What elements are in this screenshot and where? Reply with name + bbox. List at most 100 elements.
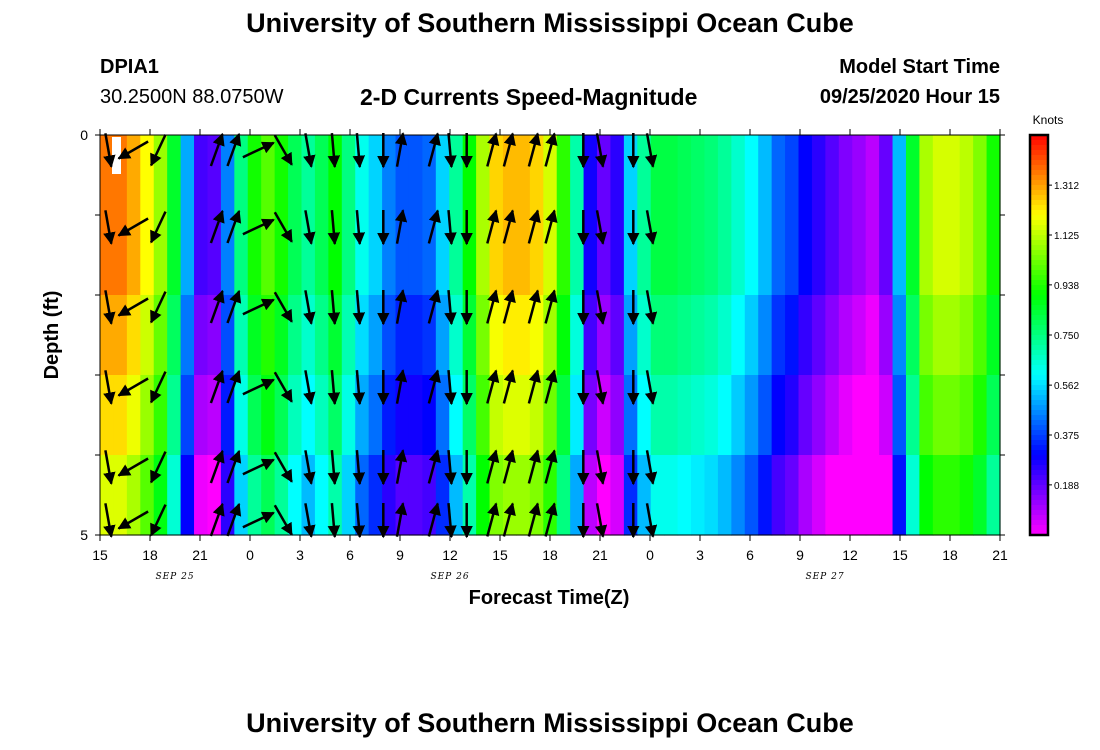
heatmap-cell bbox=[892, 215, 907, 296]
heatmap-cell bbox=[879, 375, 894, 456]
colorbar-segment bbox=[1030, 395, 1048, 401]
heatmap-cell bbox=[476, 455, 491, 536]
heatmap-cell bbox=[529, 295, 544, 376]
heatmap-cell bbox=[677, 375, 692, 456]
heatmap-cell bbox=[462, 135, 477, 216]
heatmap-cell bbox=[341, 375, 356, 456]
colorbar-segment bbox=[1030, 400, 1048, 406]
heatmap-cell bbox=[717, 295, 732, 376]
current-arrow bbox=[242, 458, 275, 476]
current-arrow bbox=[486, 289, 500, 324]
heatmap-cell bbox=[932, 215, 947, 296]
current-arrow bbox=[103, 290, 116, 325]
heatmap-cell bbox=[153, 215, 168, 296]
colorbar-segment bbox=[1030, 175, 1048, 181]
heatmap-cell bbox=[462, 295, 477, 376]
heatmap-cell bbox=[771, 295, 786, 376]
current-arrow bbox=[327, 502, 341, 539]
current-arrow bbox=[352, 369, 366, 406]
heatmap-cell bbox=[785, 295, 800, 376]
current-arrow bbox=[273, 451, 293, 483]
heatmap-cell bbox=[476, 375, 491, 456]
heatmap-cell bbox=[623, 135, 638, 216]
heatmap-cell bbox=[140, 215, 155, 296]
current-arrow bbox=[242, 218, 275, 236]
heatmap-cell bbox=[610, 215, 625, 296]
heatmap-cell bbox=[865, 375, 880, 456]
heatmap-cell bbox=[556, 455, 571, 536]
colorbar-segment bbox=[1030, 530, 1048, 536]
heatmap-cell bbox=[785, 135, 800, 216]
current-arrow bbox=[394, 289, 408, 324]
current-arrow bbox=[303, 210, 316, 245]
current-arrow bbox=[427, 132, 441, 167]
axes: 15 18 21 0 3 6 9 12 15 18 21 0 3 6 9 12 15 18 21 SEP 25 SEP … bbox=[80, 127, 1008, 582]
current-arrow bbox=[103, 210, 116, 245]
heatmap-cell bbox=[583, 135, 598, 216]
heatmap-cell bbox=[704, 375, 719, 456]
current-arrow bbox=[486, 449, 500, 484]
heatmap-cell bbox=[838, 375, 853, 456]
heatmap-cell bbox=[556, 375, 571, 456]
heatmap-cell bbox=[771, 375, 786, 456]
heatmap-cell bbox=[959, 455, 974, 536]
current-arrow bbox=[327, 449, 341, 486]
heatmap-cell bbox=[717, 375, 732, 456]
colorbar-segment bbox=[1030, 170, 1048, 176]
colorbar-segment bbox=[1030, 225, 1048, 231]
current-arrow bbox=[327, 369, 341, 406]
heatmap-cell bbox=[288, 375, 303, 456]
heatmap-cell bbox=[583, 295, 598, 376]
heatmap-cell bbox=[852, 295, 867, 376]
heatmap-cell bbox=[825, 295, 840, 376]
heatmap-cell bbox=[234, 375, 249, 456]
colorbar-segment bbox=[1030, 320, 1048, 326]
heatmap-cell bbox=[261, 455, 276, 536]
y-axis-label: Depth (ft) bbox=[41, 291, 63, 380]
heatmap-cell bbox=[113, 295, 128, 376]
date-label: SEP 26 bbox=[430, 572, 469, 582]
heatmap-cell bbox=[167, 295, 182, 376]
colorbar-segment bbox=[1030, 305, 1048, 311]
colorbar-tick-label: 1.125 bbox=[1054, 231, 1079, 242]
heatmap-cell bbox=[220, 135, 235, 216]
current-arrow bbox=[644, 450, 658, 485]
colorbar-segment bbox=[1030, 515, 1048, 521]
x-tick-label: 21 bbox=[592, 547, 608, 563]
heatmap-cell bbox=[717, 215, 732, 296]
current-arrow bbox=[273, 211, 293, 243]
colorbar-segment bbox=[1030, 315, 1048, 321]
heatmap-cell bbox=[865, 135, 880, 216]
colorbar-segment bbox=[1030, 240, 1048, 246]
heatmap-cell bbox=[341, 295, 356, 376]
current-arrow bbox=[103, 450, 116, 485]
colorbar-segment bbox=[1030, 250, 1048, 256]
colorbar-segment bbox=[1030, 445, 1048, 451]
heatmap-cell bbox=[341, 135, 356, 216]
current-arrow bbox=[594, 503, 608, 538]
colorbar-segment bbox=[1030, 365, 1048, 371]
colorbar-segment bbox=[1030, 340, 1048, 346]
heatmap-cell bbox=[408, 455, 423, 536]
heatmap-cell bbox=[946, 455, 961, 536]
current-arrow bbox=[544, 502, 558, 537]
colorbar-segment bbox=[1030, 165, 1048, 171]
current-arrow bbox=[594, 133, 608, 168]
heatmap-cell bbox=[408, 215, 423, 296]
heatmap-cell bbox=[852, 375, 867, 456]
heatmap-cell bbox=[691, 215, 706, 296]
colorbar-segment bbox=[1030, 275, 1048, 281]
current-arrow bbox=[226, 369, 242, 404]
x-tick-label: 12 bbox=[842, 547, 858, 563]
heatmap-cell bbox=[435, 375, 450, 456]
heatmap-cell bbox=[395, 215, 410, 296]
heatmap-cell bbox=[583, 455, 598, 536]
heatmap-cell bbox=[314, 215, 329, 296]
colorbar-segment bbox=[1030, 140, 1048, 146]
x-tick-label: 12 bbox=[442, 547, 458, 563]
heatmap-cell bbox=[811, 375, 826, 456]
heatmap-cell bbox=[758, 135, 773, 216]
heatmap-cell bbox=[516, 135, 531, 216]
heatmap-cell bbox=[395, 455, 410, 536]
heatmap-cell bbox=[771, 215, 786, 296]
